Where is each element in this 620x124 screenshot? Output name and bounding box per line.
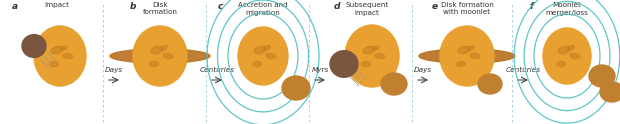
Ellipse shape bbox=[419, 49, 515, 63]
Text: Accretion and
migration: Accretion and migration bbox=[238, 2, 288, 16]
Ellipse shape bbox=[557, 62, 565, 66]
Ellipse shape bbox=[63, 53, 73, 59]
Text: Centuries: Centuries bbox=[200, 67, 234, 73]
Text: Centuries: Centuries bbox=[505, 67, 541, 73]
Ellipse shape bbox=[363, 46, 375, 54]
Text: Impact: Impact bbox=[45, 2, 69, 8]
Ellipse shape bbox=[440, 26, 494, 86]
Ellipse shape bbox=[470, 53, 480, 59]
Ellipse shape bbox=[330, 51, 358, 77]
Ellipse shape bbox=[381, 73, 407, 95]
Ellipse shape bbox=[51, 46, 63, 54]
Text: Days: Days bbox=[414, 67, 432, 73]
Ellipse shape bbox=[589, 65, 615, 87]
Ellipse shape bbox=[50, 62, 58, 66]
Ellipse shape bbox=[34, 26, 86, 86]
Ellipse shape bbox=[282, 76, 310, 100]
Text: Disk formation
with moonlet: Disk formation with moonlet bbox=[441, 2, 494, 16]
Text: d: d bbox=[334, 2, 340, 11]
Ellipse shape bbox=[478, 74, 502, 94]
Ellipse shape bbox=[458, 46, 470, 54]
Ellipse shape bbox=[345, 25, 399, 87]
Text: c: c bbox=[218, 2, 223, 11]
Ellipse shape bbox=[456, 62, 466, 66]
Text: Disk
formation: Disk formation bbox=[143, 2, 177, 16]
Ellipse shape bbox=[151, 46, 163, 54]
Text: Moonlet
merger/loss: Moonlet merger/loss bbox=[546, 2, 588, 16]
Ellipse shape bbox=[133, 26, 187, 86]
Ellipse shape bbox=[558, 46, 570, 54]
Text: e: e bbox=[432, 2, 438, 11]
Ellipse shape bbox=[264, 46, 270, 50]
Text: b: b bbox=[130, 2, 136, 11]
Text: Days: Days bbox=[105, 67, 123, 73]
Ellipse shape bbox=[568, 46, 574, 50]
Ellipse shape bbox=[61, 46, 68, 50]
Ellipse shape bbox=[22, 35, 46, 57]
Ellipse shape bbox=[570, 53, 580, 59]
Text: Myrs: Myrs bbox=[311, 67, 329, 73]
Ellipse shape bbox=[373, 46, 379, 50]
Ellipse shape bbox=[375, 53, 385, 59]
Ellipse shape bbox=[252, 62, 262, 66]
Ellipse shape bbox=[149, 62, 159, 66]
Ellipse shape bbox=[238, 27, 288, 85]
Ellipse shape bbox=[254, 46, 266, 54]
Text: a: a bbox=[12, 2, 18, 11]
Ellipse shape bbox=[467, 46, 474, 50]
Ellipse shape bbox=[163, 53, 173, 59]
Ellipse shape bbox=[266, 53, 276, 59]
Ellipse shape bbox=[543, 28, 591, 84]
Ellipse shape bbox=[110, 49, 210, 63]
Text: f: f bbox=[530, 2, 534, 11]
Ellipse shape bbox=[361, 62, 371, 66]
Ellipse shape bbox=[600, 82, 620, 102]
Text: Subsequent
impact: Subsequent impact bbox=[345, 2, 389, 16]
Ellipse shape bbox=[161, 46, 167, 50]
